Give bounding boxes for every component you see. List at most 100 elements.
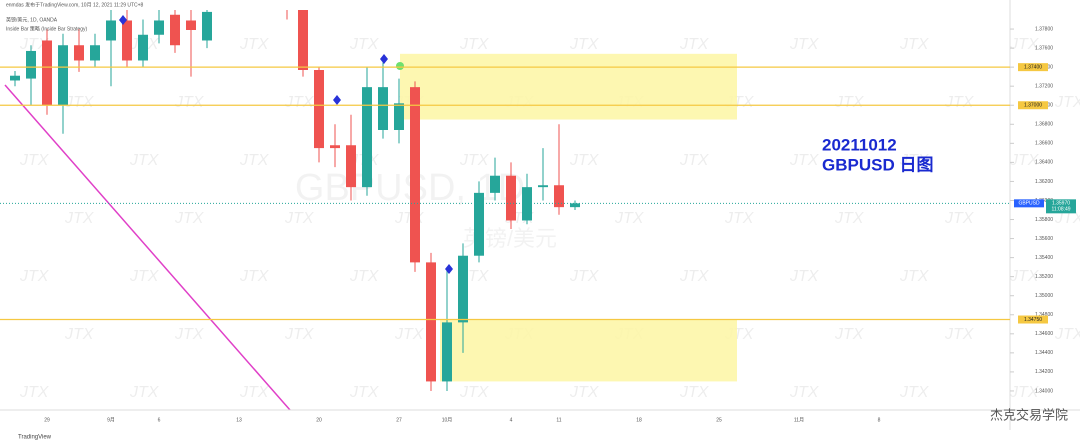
watermark-logo: JTX [679,384,710,401]
marker [119,15,127,25]
y-tick-label: 1.34400 [1035,350,1053,356]
watermark-logo: JTX [394,326,425,343]
x-tick-label: 18 [636,417,642,423]
candle-body [106,20,116,41]
y-tick-label: 1.34800 [1035,312,1053,318]
annotation-date: 20211012 [822,135,897,154]
watermark-logo: JTX [64,94,95,111]
candle-body [394,103,404,130]
y-tick-label: 1.35400 [1035,255,1053,261]
y-tick-label: 1.36600 [1035,141,1053,147]
candle-body [170,14,180,46]
watermark-logo: JTX [1054,326,1080,343]
last-price: 1.35970 [1052,201,1070,207]
level-label: 1.34750 [1024,317,1042,323]
zone [440,319,737,382]
footer: TradingView [18,435,52,441]
y-tick-label: 1.34200 [1035,369,1053,375]
candle-body [522,187,532,221]
watermark-logo: JTX [174,94,205,111]
candle-body [442,322,452,382]
watermark-logo: JTX [1009,384,1040,401]
x-tick-label: 9月 [107,417,115,423]
watermark-logo: JTX [679,268,710,285]
watermark-logo: JTX [64,326,95,343]
x-tick-label: 25 [716,417,722,423]
candle-body [26,50,36,79]
watermark-logo: JTX [899,384,930,401]
watermark-logo: JTX [129,152,160,169]
watermark-logo: JTX [349,36,380,53]
annotation-title: GBPUSD 日图 [822,155,933,174]
watermark-logo: JTX [1054,94,1080,111]
y-tick-label: 1.36000 [1035,198,1053,204]
watermark-logo: JTX [944,94,975,111]
watermark-logo: JTX [19,268,50,285]
y-tick-label: 1.35600 [1035,236,1053,242]
watermark-logo: JTX [789,152,820,169]
y-tick-label: 1.36800 [1035,122,1053,128]
candle-body [474,192,484,256]
countdown: 11:08:49 [1051,207,1070,213]
watermark-logo: JTX [834,326,865,343]
watermark-logo: JTX [899,268,930,285]
watermark-logo: JTX [349,384,380,401]
candle-body [458,255,468,323]
candle-body [362,87,372,188]
x-tick-label: 10月 [442,417,453,423]
watermark-logo: JTX [459,152,490,169]
candle-body [202,11,212,41]
watermark-logo: JTX [239,384,270,401]
x-tick-label: 27 [396,417,402,423]
candle-body [330,145,340,149]
candle-body [74,45,84,61]
candle-body [490,175,500,193]
x-tick-label: 29 [44,417,50,423]
candle-body [186,20,196,30]
credit: 杰克交易学院 [990,407,1068,422]
watermark-logo: JTX [944,326,975,343]
subheader: 英镑/美元, 1D, OANDA [6,16,58,23]
candle-body [346,145,356,188]
watermark-logo: JTX [834,210,865,227]
watermark-logo: JTX [789,268,820,285]
watermark-logo: JTX [64,210,95,227]
candle-body [426,262,436,382]
watermark-logo: JTX [349,268,380,285]
y-tick-label: 1.36400 [1035,160,1053,166]
watermark-logo: JTX [679,152,710,169]
watermark-logo: JTX [1054,210,1080,227]
y-tick-label: 1.37200 [1035,84,1053,90]
candle-body [378,87,388,130]
last-tag [1014,199,1044,208]
candle-body [314,70,324,149]
watermark-logo: JTX [724,210,755,227]
x-tick-label: 11 [556,417,561,423]
watermark-logo: JTX [1009,36,1040,53]
candle-body [554,185,564,208]
level-tag [1018,101,1048,110]
y-tick-label: 1.34600 [1035,331,1053,337]
watermark-logo: JTX [459,36,490,53]
watermark-logo: JTX [614,210,645,227]
price-tag [1046,199,1076,214]
watermark-logo: JTX [789,36,820,53]
watermark-logo: JTX [679,36,710,53]
marker [333,95,341,105]
watermark-logo: JTX [899,152,930,169]
level-label: 1.37400 [1024,64,1042,70]
watermark-logo: JTX [284,94,315,111]
candle-body [42,40,52,106]
candle-body [410,87,420,263]
watermark-logo: JTX [394,210,425,227]
marker [396,62,404,70]
x-tick-label: 13 [236,417,242,423]
x-tick-label: 8 [878,417,881,423]
watermark-logo: JTX [239,36,270,53]
y-tick-label: 1.37800 [1035,26,1053,32]
y-tick-label: 1.35200 [1035,274,1053,280]
x-tick-label: 6 [158,417,161,423]
level-tag [1018,315,1048,324]
x-tick-label: 20 [316,417,322,423]
y-tick-label: 1.36200 [1035,179,1053,185]
